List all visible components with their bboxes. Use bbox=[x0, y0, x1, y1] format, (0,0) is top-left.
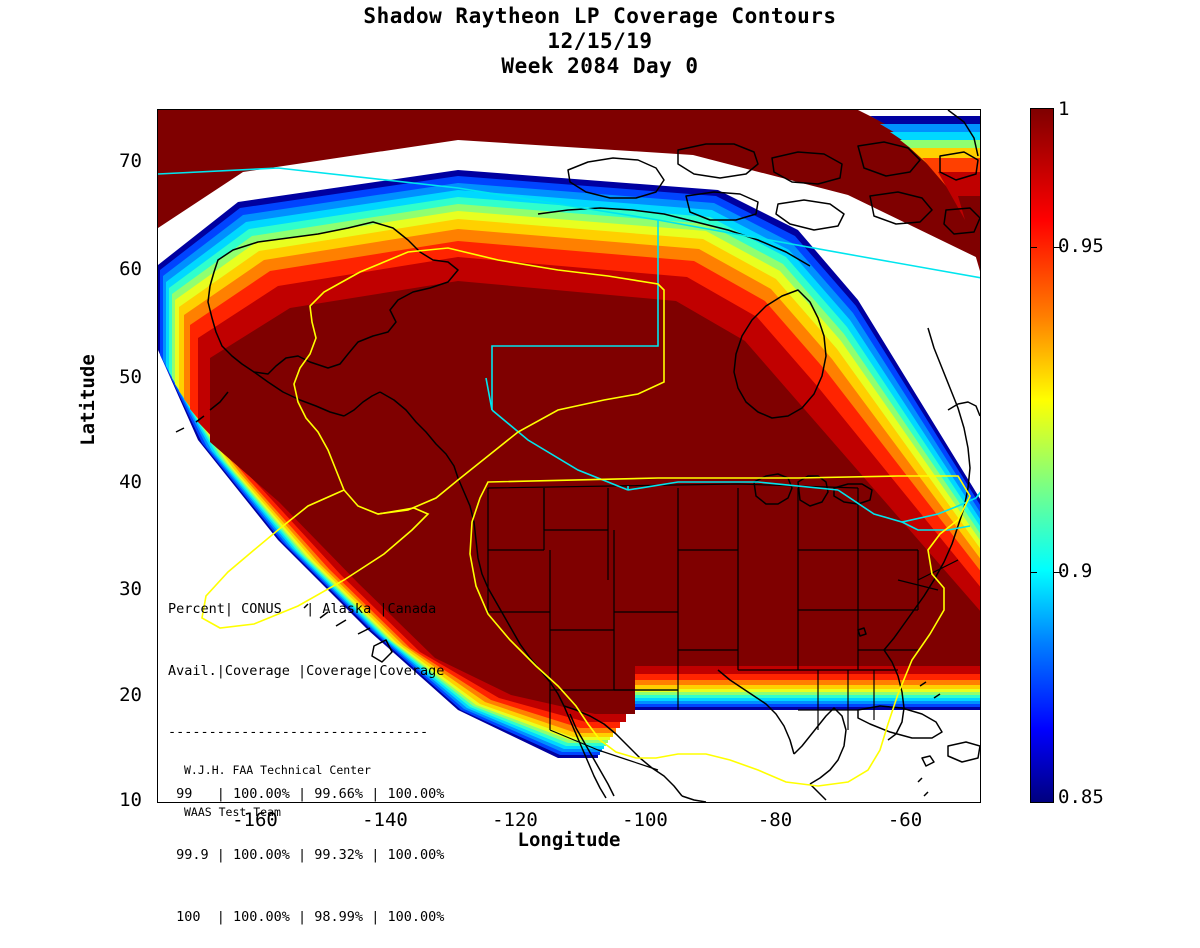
x-tick-m120: -120 bbox=[492, 809, 538, 831]
colorbar-label-1: 1 bbox=[1058, 98, 1070, 120]
chart-title-block: Shadow Raytheon LP Coverage Contours 12/… bbox=[0, 4, 1200, 79]
title-line-1: Shadow Raytheon LP Coverage Contours bbox=[363, 4, 837, 28]
stats-row-100: 100 | 100.00% | 98.99% | 100.00% bbox=[168, 908, 445, 925]
stats-row-999: 99.9 | 100.00% | 99.32% | 100.00% bbox=[168, 847, 445, 863]
coverage-map-plot-area bbox=[157, 109, 981, 803]
title-line-2: 12/15/19 bbox=[547, 29, 653, 53]
colorbar-tick-095-inner bbox=[1030, 247, 1037, 248]
y-tick-20: 20 bbox=[119, 684, 142, 706]
stats-header-row-1: Percent| CONUS | Alaska |Canada bbox=[168, 601, 437, 617]
x-tick-m80: -80 bbox=[757, 809, 793, 831]
colorbar-gradient bbox=[1030, 108, 1054, 803]
colorbar-tick-09-outer bbox=[1054, 572, 1062, 573]
credit-line-1: W.J.H. FAA Technical Center bbox=[184, 763, 371, 777]
colorbar-label-085: 0.85 bbox=[1058, 786, 1104, 808]
y-tick-30: 30 bbox=[119, 578, 142, 600]
y-tick-50: 50 bbox=[119, 366, 142, 388]
colorbar-tick-095-outer bbox=[1054, 247, 1062, 248]
credit-text: W.J.H. FAA Technical Center WAAS Test Te… bbox=[184, 735, 371, 833]
stats-row-99: 99 | 100.00% | 99.66% | 100.00% bbox=[168, 785, 445, 802]
colorbar-label-095: 0.95 bbox=[1058, 235, 1104, 257]
credit-line-2: WAAS Test Team bbox=[184, 805, 281, 819]
y-tick-10: 10 bbox=[119, 789, 142, 811]
x-axis-label: Longitude bbox=[517, 829, 621, 851]
y-tick-40: 40 bbox=[119, 471, 142, 493]
x-tick-m60: -60 bbox=[887, 809, 923, 831]
stats-header-row-2: Avail.|Coverage |Coverage|Coverage bbox=[168, 662, 445, 679]
colorbar-tick-09-inner bbox=[1030, 572, 1037, 573]
colorbar-label-09: 0.9 bbox=[1058, 560, 1093, 582]
y-tick-60: 60 bbox=[119, 258, 142, 280]
title-line-3: Week 2084 Day 0 bbox=[501, 54, 699, 78]
stats-divider: -------------------------------- bbox=[168, 724, 429, 740]
conus-alaska-service-volume-outline bbox=[201, 247, 971, 787]
coverage-map-svg bbox=[158, 110, 980, 802]
coverage-contour-bands bbox=[158, 110, 980, 758]
x-tick-m160: -160 bbox=[232, 809, 278, 831]
x-tick-m140: -140 bbox=[362, 809, 408, 831]
x-tick-m100: -100 bbox=[622, 809, 668, 831]
y-tick-70: 70 bbox=[119, 150, 142, 172]
coastline-layer bbox=[175, 110, 980, 802]
colorbar bbox=[1030, 108, 1062, 803]
state-boundaries-layer bbox=[487, 483, 959, 771]
